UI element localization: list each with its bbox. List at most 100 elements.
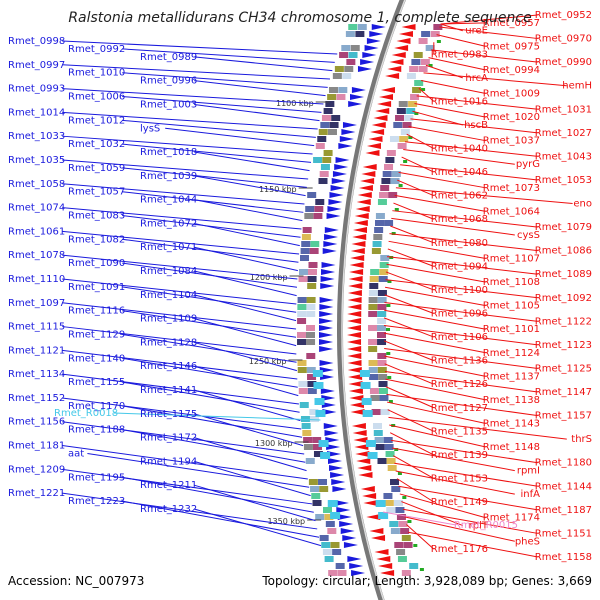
reverse-gene-label: Rmet_1037 bbox=[483, 136, 540, 147]
cog-track-block bbox=[300, 248, 310, 254]
forward-gene-label: Rmet_1071 bbox=[140, 242, 197, 253]
cog-track-block bbox=[385, 157, 395, 163]
cog-track-block bbox=[309, 409, 319, 415]
forward-gene-arrow bbox=[331, 178, 346, 184]
cog-track-block bbox=[345, 31, 355, 37]
cog-track-block bbox=[374, 220, 384, 226]
reverse-leader-line bbox=[387, 248, 434, 267]
cog-track-block bbox=[377, 458, 387, 464]
forward-gene-arrow bbox=[319, 311, 334, 317]
reverse-leader-line bbox=[383, 332, 486, 354]
reverse-gene-label: Rmet_1180 bbox=[535, 458, 592, 469]
reverse-gene-arrow bbox=[350, 248, 365, 254]
rna-gene-block bbox=[359, 370, 370, 377]
scale-tick-mark bbox=[407, 520, 412, 523]
scale-tick-mark bbox=[386, 352, 391, 355]
forward-gene-label: Rmet_1006 bbox=[68, 92, 125, 103]
reverse-leader-line bbox=[384, 302, 538, 322]
forward-gene-arrow bbox=[360, 59, 375, 65]
forward-gene-arrow bbox=[327, 451, 342, 457]
cog-track-block bbox=[328, 570, 338, 576]
cog-track-block bbox=[387, 465, 397, 471]
reverse-gene-label: Rmet_0957 bbox=[483, 18, 540, 29]
reverse-gene-arrow bbox=[363, 500, 378, 506]
cog-track-block bbox=[317, 136, 327, 142]
cog-track-block bbox=[390, 528, 400, 534]
forward-leader-line bbox=[194, 56, 333, 72]
reverse-leader-line bbox=[439, 26, 538, 40]
reverse-gene-label: Rmet_1043 bbox=[535, 151, 592, 162]
forward-gene-label: Rmet_1116 bbox=[68, 306, 125, 317]
cog-track-block bbox=[418, 66, 428, 72]
reverse-gene-arrow bbox=[347, 346, 362, 352]
cog-track-block bbox=[297, 339, 307, 345]
reverse-gene-label: Rmet_1020 bbox=[483, 112, 540, 123]
cog-track-block bbox=[312, 500, 322, 506]
reverse-leader-line bbox=[423, 72, 567, 87]
reverse-leader-line bbox=[440, 14, 538, 25]
reverse-leader-line bbox=[416, 95, 538, 110]
forward-gene-arrow bbox=[326, 444, 341, 450]
scale-label: 1200 kbp bbox=[250, 273, 288, 282]
cog-track-block bbox=[386, 150, 396, 156]
reverse-gene-label: Rmet_0990 bbox=[535, 57, 592, 68]
reverse-gene-arrow bbox=[396, 38, 411, 44]
forward-leader-line bbox=[122, 429, 306, 463]
reverse-gene-arrow bbox=[351, 241, 366, 247]
cog-track-block bbox=[374, 437, 384, 443]
reverse-gene-label: Rmet_1096 bbox=[431, 308, 488, 319]
reverse-gene-arrow bbox=[398, 31, 413, 37]
reverse-leader-line bbox=[410, 118, 538, 134]
cog-track-block bbox=[377, 318, 387, 324]
scale-tick-mark bbox=[387, 376, 392, 379]
cog-track-block bbox=[299, 402, 309, 408]
reverse-leader-line bbox=[404, 516, 515, 542]
cog-track-block bbox=[375, 444, 385, 450]
cog-track-block bbox=[388, 143, 398, 149]
scale-tick-mark bbox=[402, 496, 407, 499]
forward-gene-label: Rmet_1175 bbox=[140, 409, 197, 420]
forward-gene-arrow bbox=[329, 192, 344, 198]
reverse-gene-arrow bbox=[361, 171, 376, 177]
forward-gene-label: Rmet_1032 bbox=[68, 139, 125, 150]
cog-track-block bbox=[308, 185, 318, 191]
reverse-leader-line bbox=[389, 233, 538, 252]
cog-track-block bbox=[393, 122, 403, 128]
forward-leader-line bbox=[194, 318, 297, 347]
reverse-gene-label: Rmet_1108 bbox=[483, 277, 540, 288]
forward-gene-label: Rmet_1057 bbox=[68, 187, 125, 198]
reverse-gene-label: Rmet_1148 bbox=[483, 442, 540, 453]
reverse-gene-label: rplT bbox=[469, 521, 489, 532]
forward-gene-label: Rmet_1194 bbox=[140, 456, 197, 467]
cog-track-block bbox=[344, 66, 354, 72]
reverse-gene-label: Rmet_1105 bbox=[483, 301, 540, 312]
forward-gene-arrow bbox=[342, 535, 357, 541]
forward-leader-line bbox=[122, 357, 298, 388]
cog-track-block bbox=[337, 570, 347, 576]
cog-track-block bbox=[395, 507, 405, 513]
reverse-leader-line bbox=[397, 179, 434, 197]
reverse-leader-line bbox=[388, 416, 567, 440]
cog-track-block bbox=[297, 290, 307, 296]
reverse-gene-arrow bbox=[353, 227, 368, 233]
reverse-gene-label: Rmet_1079 bbox=[535, 222, 592, 233]
forward-leader-line bbox=[194, 508, 322, 547]
rna-gene-block bbox=[361, 398, 372, 405]
forward-leader-line bbox=[122, 500, 320, 538]
reverse-gene-arrow bbox=[347, 304, 362, 310]
rna-gene-block bbox=[360, 382, 371, 389]
reverse-gene-label: Rmet_0983 bbox=[431, 49, 488, 60]
reverse-gene-label: thrS bbox=[571, 434, 592, 445]
reverse-gene-arrow bbox=[366, 143, 381, 149]
reverse-gene-arrow bbox=[369, 528, 384, 534]
cog-track-block bbox=[391, 486, 401, 492]
forward-gene-arrow bbox=[334, 164, 349, 170]
rna-gene-block bbox=[327, 500, 338, 507]
cog-track-block bbox=[315, 514, 325, 520]
scale-tick-mark bbox=[394, 208, 399, 211]
cog-track-block bbox=[307, 276, 317, 282]
forward-leader-line bbox=[62, 135, 313, 155]
cog-track-block bbox=[307, 374, 317, 380]
forward-leader-line bbox=[62, 373, 299, 405]
